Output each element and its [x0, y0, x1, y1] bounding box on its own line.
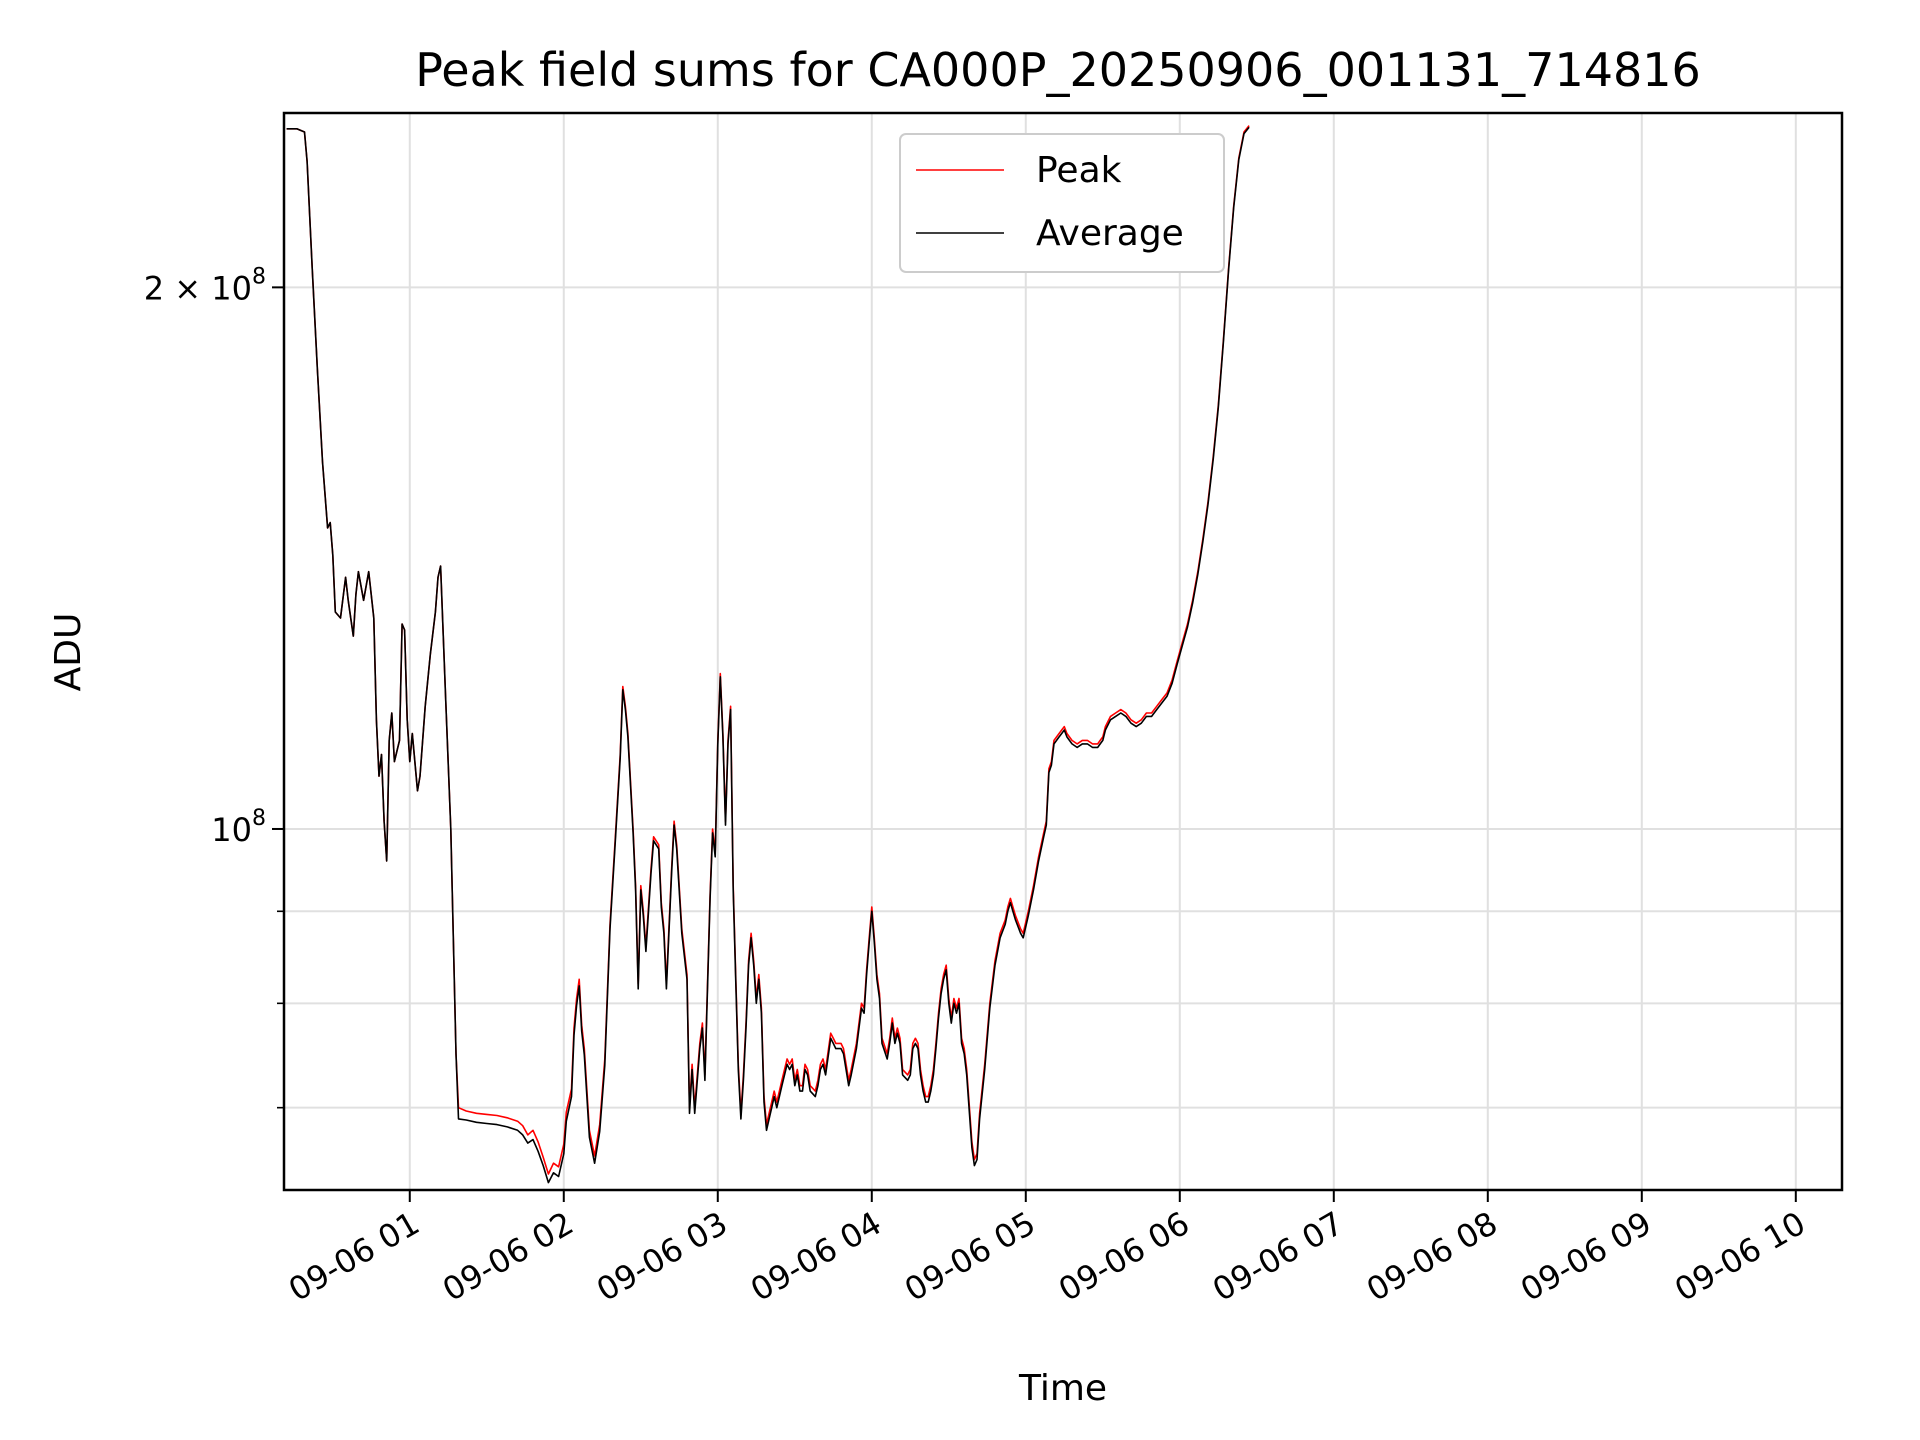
- chart-title: Peak field sums for CA000P_20250906_0011…: [415, 43, 1701, 97]
- y-tick-label: 2 × 108: [144, 264, 266, 307]
- legend-label-peak: Peak: [1036, 150, 1122, 191]
- x-axis-label: Time: [1018, 1368, 1107, 1409]
- y-tick-label-base: 10: [211, 811, 252, 849]
- legend-box: [899, 133, 1225, 273]
- legend-label-average: Average: [1036, 213, 1184, 254]
- y-tick-label-exponent: 8: [252, 806, 266, 831]
- plot-frame: [282, 111, 1844, 1192]
- y-axis-label: ADU: [48, 613, 89, 692]
- series-line-average: [286, 126, 1250, 1184]
- y-tick-label-exponent: 8: [252, 264, 266, 289]
- series-lines: [286, 125, 1250, 1184]
- legend: Peak Average: [899, 133, 1225, 273]
- y-tick-label-base: 2 × 10: [144, 269, 252, 307]
- y-tick-label: 108: [211, 806, 266, 849]
- grid: [284, 113, 1842, 1190]
